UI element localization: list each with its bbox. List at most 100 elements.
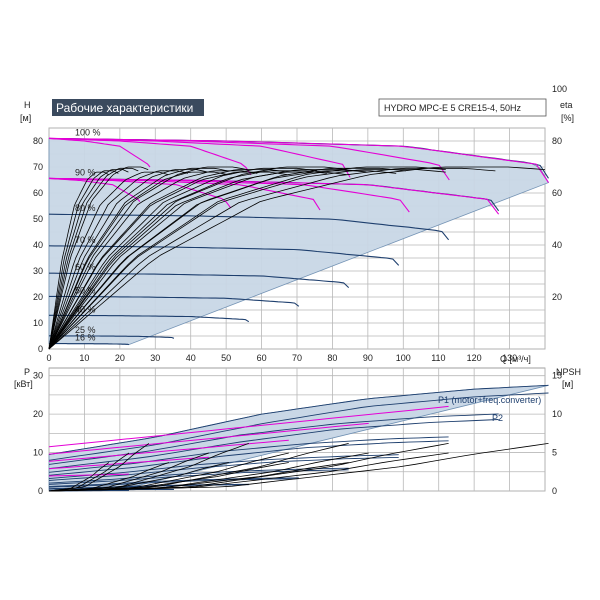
y-tick-label: 10: [33, 318, 43, 328]
p-tick-label: 20: [33, 409, 43, 419]
eta-curve-4pumps: [48, 171, 288, 350]
top-curves: 100 %90 %80 %70 %60 %50 %40 %25 %16 %: [48, 127, 549, 350]
p-curve-4pumps: [48, 422, 369, 455]
y2-tick-label: 40: [552, 240, 562, 250]
p-curve-2pumps: [48, 456, 209, 470]
eta-curve-4pumps: [48, 167, 407, 350]
y-axis-label-h: H: [24, 100, 31, 110]
eta-curve-1pumps: [48, 170, 119, 350]
y-tick-label: 70: [33, 162, 43, 172]
speed-label-25: 25 %: [75, 325, 96, 335]
npsh-tick-label: 0: [552, 486, 557, 496]
y-tick-label: 60: [33, 188, 43, 198]
eta-curve-3pumps: [48, 166, 347, 350]
speed-curve-70: [48, 245, 400, 266]
speed-label-60: 60 %: [75, 262, 96, 272]
qh-curve-5pumps: [48, 137, 549, 183]
y2-axis-label-npsh: NPSH: [556, 367, 581, 377]
npsh-curve-1pumps: [48, 462, 110, 492]
x-tick-label: 90: [363, 353, 373, 363]
x-tick-label: 10: [79, 353, 89, 363]
x-tick-label: 130: [502, 353, 517, 363]
chart-title: Рабочие характеристики: [56, 101, 193, 115]
speed-curve-40: [49, 314, 250, 323]
x-tick-label: 20: [115, 353, 125, 363]
p-curve-5pumps: [48, 405, 449, 448]
y-tick-label: 50: [33, 214, 43, 224]
eta-curve-1pumps: [48, 167, 139, 350]
npsh-tick-label: 15: [552, 370, 562, 380]
p-tick-label: 30: [33, 371, 43, 381]
eta-curve-2pumps: [48, 167, 228, 350]
y2-axis-unit-npsh: [м]: [562, 379, 573, 389]
eta-curve-5pumps: [48, 170, 397, 350]
y-tick-label: 80: [33, 136, 43, 146]
eta-curve-4pumps: [48, 169, 367, 350]
chart-subtitle-box: [378, 98, 547, 117]
npsh-tick-label: 5: [552, 447, 557, 457]
eta-curve-2pumps: [48, 171, 169, 350]
eta-curve-1pumps: [48, 169, 129, 350]
p2-curve: [48, 478, 299, 488]
speed-label-70: 70 %: [75, 235, 96, 245]
speed-label-40: 40 %: [75, 304, 96, 314]
speed-label-16: 16 %: [75, 333, 96, 343]
p1-curve: [48, 477, 299, 487]
p-tick-label: 10: [33, 448, 43, 458]
x-tick-label: 0: [47, 353, 52, 363]
x-tick-label: 110: [431, 353, 445, 363]
npsh-tick-label: 10: [552, 409, 562, 419]
eta-curve-4pumps: [48, 170, 327, 350]
qh-curve-5pumps: [48, 177, 500, 215]
eta-curve-5pumps: [48, 169, 446, 350]
chart-subtitle: HYDRO MPC-E 5 CRE15-4, 50Hz: [384, 103, 522, 113]
x-axis-label: Q [м³/ч]: [500, 354, 531, 364]
series-label-p1: P1 (motor+freq.converter): [438, 395, 541, 405]
series-label-p2: P2: [492, 413, 503, 423]
eta-curve-5pumps: [48, 166, 546, 350]
y-tick-label: 30: [33, 266, 43, 276]
speed-curve-80: [48, 213, 450, 241]
qh-curve-1pumps: [48, 137, 151, 168]
y2-axis-label-eta: eta: [560, 100, 573, 110]
y-tick-label: 20: [33, 292, 43, 302]
p-tick-label: 0: [38, 486, 43, 496]
top-axes: 0 10 20 30 40 50 60 70 80 90 100 110 120 130 0 10 20 30 40…: [33, 84, 567, 363]
p1-curve: [48, 436, 449, 473]
eta-curve-3pumps: [48, 169, 288, 350]
p1-curve: [48, 384, 549, 455]
eta-curve-4pumps: [48, 166, 446, 350]
y-tick-label: 0: [38, 344, 43, 354]
p2-curve: [48, 419, 499, 470]
x-tick-label: 80: [327, 353, 337, 363]
speed-curve-16: [49, 343, 130, 346]
chart-title-box: Рабочие характеристики: [52, 99, 204, 116]
speed-curve-25: [49, 335, 175, 339]
y2-tick-label: 60: [552, 188, 562, 198]
speed-label-90: 90 %: [75, 167, 96, 177]
bottom-curves: [48, 384, 549, 492]
y-tick-label: 40: [33, 240, 43, 250]
eta-curve-2pumps: [48, 170, 188, 350]
y2-axis-unit-eta: [%]: [561, 113, 574, 123]
chart-title-bg: [52, 99, 204, 116]
x-tick-label: 120: [467, 353, 482, 363]
eta-curve-3pumps: [48, 167, 317, 350]
eta-curve-5pumps: [48, 167, 496, 350]
bottom-axes: 0 10 20 30 0 5 10 15: [33, 370, 562, 496]
y2-tick-label: 20: [552, 292, 562, 302]
p2-curve: [48, 392, 549, 461]
x-tick-label: 70: [292, 353, 302, 363]
x-tick-label: 40: [186, 353, 196, 363]
eta-curve-1pumps: [48, 166, 149, 350]
p1-curve: [48, 467, 349, 484]
speed-label-100: 100 %: [75, 127, 101, 137]
eta-curve-5pumps: [48, 171, 347, 350]
eta-curve-1pumps: [48, 171, 109, 350]
p2-curve: [48, 456, 399, 481]
y2-tick-label: 100: [552, 84, 567, 94]
y-axis-unit-p: [кВт]: [14, 379, 33, 389]
x-tick-label: 60: [257, 353, 267, 363]
eta-curve-3pumps: [48, 170, 258, 350]
